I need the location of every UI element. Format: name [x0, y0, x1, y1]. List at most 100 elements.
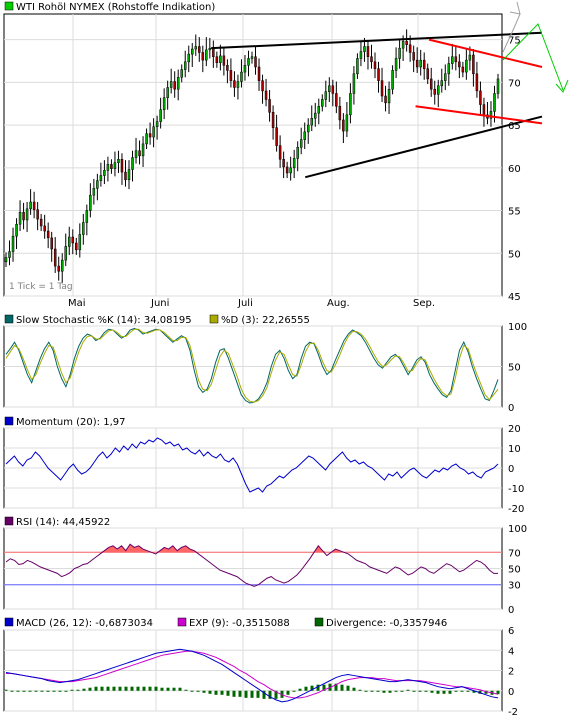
exp-legend: EXP (9): -0,3515088: [189, 618, 290, 629]
candle-body: [29, 201, 32, 210]
candle-body: [310, 118, 313, 126]
divergence-bar: [286, 690, 290, 695]
candle-body: [468, 54, 472, 61]
panel2-y-tick-label: -20: [508, 504, 524, 515]
panel3-y-tick-label: 0: [508, 605, 514, 616]
candle-body: [194, 46, 198, 50]
candle-body: [4, 257, 8, 263]
divergence-bar: [412, 690, 416, 692]
forecast-arrow-green: [502, 23, 564, 91]
candle-body: [15, 223, 18, 237]
candle-body: [113, 162, 117, 169]
divergence-bar: [190, 690, 194, 692]
candle-body: [285, 166, 289, 174]
divergence-bar: [466, 690, 470, 692]
divergence-bar: [424, 690, 428, 692]
divergence-bar: [196, 690, 200, 692]
divergence-bar: [418, 690, 422, 692]
candle-body: [205, 49, 208, 61]
candle-body: [212, 47, 215, 57]
trend-line-3: [415, 105, 543, 125]
candle-body: [328, 85, 331, 93]
exp-legend-swatch: [177, 617, 187, 627]
divergence-bar: [274, 690, 278, 699]
divergence-bar: [88, 687, 92, 691]
candle-body: [201, 52, 205, 61]
candle-body: [377, 68, 380, 81]
panel4-y-tick-label: 0: [508, 687, 514, 698]
candle-body: [78, 234, 82, 251]
candle-body: [180, 69, 183, 78]
candle-body: [215, 56, 219, 63]
candle-body: [145, 133, 148, 145]
divergence-bar: [22, 690, 26, 692]
candle-body: [169, 81, 173, 88]
divergence-bar: [226, 690, 230, 696]
divergence-bar: [370, 690, 374, 692]
divergence-bar: [214, 690, 218, 695]
trend-line-2: [428, 38, 543, 68]
divergence-bar: [238, 690, 242, 697]
candle-body: [120, 159, 124, 173]
divergence-bar: [178, 687, 182, 691]
divergence-bar: [448, 690, 452, 694]
divergence-bar: [436, 690, 440, 694]
panel4-y-tick-label: 6: [508, 626, 514, 637]
candle-body: [222, 55, 226, 66]
candle-body: [25, 208, 29, 221]
candle-body: [236, 81, 240, 88]
divergence-bar: [52, 690, 56, 692]
divergence-bar: [34, 690, 38, 692]
divergence-legend-swatch: [314, 617, 324, 627]
stoch-k-legend-swatch: [4, 314, 14, 324]
divergence-bar: [130, 686, 134, 691]
panel4-y-tick-label: -2: [508, 707, 518, 718]
candle-body: [233, 80, 236, 88]
divergence-bar: [442, 690, 446, 694]
macd-series-line: [5, 648, 499, 703]
panel4-y-tick-label: 2: [508, 667, 514, 678]
divergence-bar: [454, 690, 458, 692]
divergence-bar: [256, 690, 260, 698]
stochastic-series-line-0: [5, 327, 499, 404]
candle-body: [226, 65, 229, 71]
candle-body: [394, 58, 398, 71]
divergence-bar: [70, 689, 74, 691]
divergence-bar: [106, 686, 110, 691]
divergence-bar: [154, 686, 158, 691]
divergence-bar: [148, 686, 152, 691]
divergence-bar: [292, 690, 296, 692]
candle-body: [352, 73, 356, 94]
divergence-bar: [406, 689, 410, 691]
divergence-bar: [352, 687, 356, 691]
panel2-y-tick-label: 20: [508, 424, 521, 435]
candle-body: [458, 61, 461, 68]
macd-legend-swatch: [4, 617, 14, 627]
divergence-bar: [322, 684, 326, 691]
candle-body: [433, 88, 436, 95]
candle-body: [46, 230, 50, 239]
stoch-d-legend-swatch: [209, 314, 219, 324]
divergence-bar: [118, 686, 122, 691]
candle-body: [422, 59, 426, 69]
candle-body: [68, 236, 71, 247]
candle-body: [493, 93, 496, 112]
candle-body: [363, 46, 366, 52]
divergence-bar: [202, 690, 206, 693]
candle-body: [131, 157, 134, 170]
divergence-bar: [16, 690, 20, 692]
candle-body: [247, 58, 250, 66]
candle-body: [331, 85, 335, 94]
candle-body: [415, 59, 419, 68]
candle-body: [292, 158, 296, 169]
candle-body: [208, 47, 212, 51]
candle-body: [39, 218, 43, 227]
candle-body: [43, 225, 46, 232]
divergence-bar: [142, 686, 146, 691]
candle-body: [148, 133, 152, 138]
candle-body: [124, 171, 127, 181]
stoch-d-legend: %D (3): 22,26555: [221, 315, 310, 326]
candle-body: [271, 112, 275, 128]
panel3-y-tick-label: 30: [508, 581, 521, 592]
